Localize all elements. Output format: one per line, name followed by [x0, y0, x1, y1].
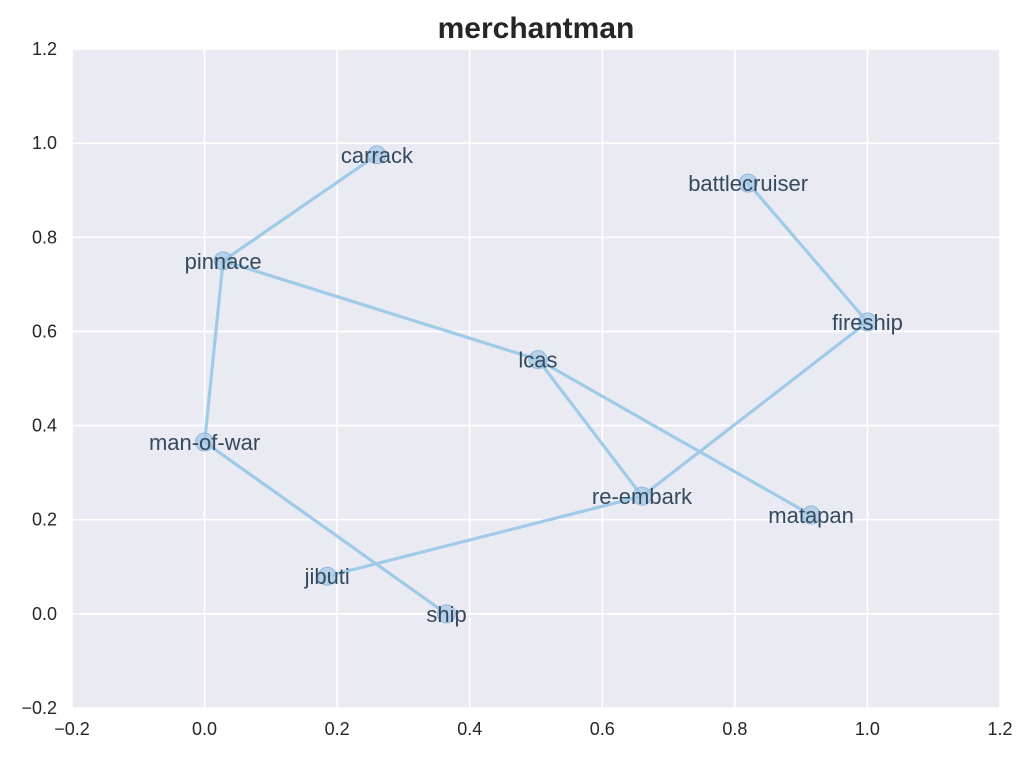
edges — [202, 153, 870, 616]
edge-re-embark-jibuti — [325, 494, 644, 578]
node-label-ship: ship — [426, 602, 466, 627]
y-tick-label: 0.6 — [32, 321, 57, 341]
y-tick-label: 0.4 — [32, 416, 57, 436]
node-ship — [437, 604, 457, 624]
y-tick-label: 0.2 — [32, 510, 57, 530]
grid — [71, 48, 1001, 709]
node-lcas — [528, 350, 548, 370]
y-tick-label: 0.8 — [32, 227, 57, 247]
x-tick-label: 0.0 — [192, 719, 217, 739]
edge-carrack-pinnace — [221, 153, 379, 263]
edge-lcas-re-embark — [536, 358, 644, 498]
edge-lcas-matapan — [536, 358, 813, 517]
chart-title: merchantman — [438, 12, 635, 45]
node-label-fireship: fireship — [832, 310, 903, 335]
node-fireship — [857, 312, 877, 332]
node-labels: carrack battlecruiser pinnace fireship lcas m… — [149, 143, 903, 627]
node-label-re-embark: re-embark — [592, 484, 693, 509]
node-matapan — [801, 505, 821, 525]
edge-battlecruiser-fireship — [746, 181, 870, 324]
node-re-embark — [632, 486, 652, 506]
x-tick-label: 1.2 — [987, 719, 1012, 739]
node-label-carrack: carrack — [341, 143, 414, 168]
x-tick-label: 1.0 — [855, 719, 880, 739]
node-label-man-of-war: man-of-war — [149, 430, 260, 455]
node-label-pinnace: pinnace — [185, 249, 262, 274]
x-tick-label: 0.6 — [590, 719, 615, 739]
edge-pinnace-lcas — [221, 259, 540, 362]
edge-fireship-re-embark — [640, 320, 870, 498]
plot-area — [72, 49, 1000, 708]
edge-pinnace-man-of-war — [202, 259, 225, 444]
x-tick-label: 0.2 — [325, 719, 350, 739]
node-label-lcas: lcas — [518, 348, 557, 373]
node-label-jibuti: jibuti — [304, 564, 350, 589]
node-pinnace — [213, 251, 233, 271]
nodes — [195, 145, 877, 624]
node-man-of-war — [195, 432, 215, 452]
x-tick-label: −0.2 — [54, 719, 90, 739]
y-tick-label: −0.2 — [21, 698, 57, 718]
x-tick-label: 0.8 — [722, 719, 747, 739]
tick-labels: −0.2 0.0 0.2 0.4 0.6 0.8 1.0 1.2 −0.2 0.0 0.2 0.4 0.… — [21, 39, 1012, 739]
y-tick-label: 1.2 — [32, 39, 57, 59]
y-tick-label: 1.0 — [32, 133, 57, 153]
edge-man-of-war-ship — [202, 440, 449, 616]
node-jibuti — [317, 566, 337, 586]
x-tick-label: 0.4 — [457, 719, 482, 739]
node-label-matapan: matapan — [768, 503, 854, 528]
node-label-battlecruiser: battlecruiser — [688, 171, 808, 196]
node-carrack — [367, 145, 387, 165]
node-battlecruiser — [738, 173, 758, 193]
y-tick-label: 0.0 — [32, 604, 57, 624]
